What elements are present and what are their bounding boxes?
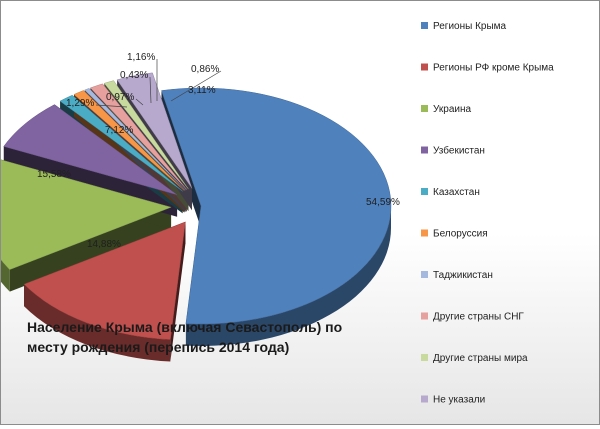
legend-label-8: Другие страны СНГ — [433, 312, 524, 323]
slice-3-side-start — [9, 207, 172, 292]
slice-1-top — [161, 87, 392, 325]
leader-line-5 — [95, 104, 128, 108]
legend-label-4: Узбекистан — [433, 145, 485, 157]
legend-label-5: Казахстан — [433, 187, 480, 198]
data-label-9: 0,86% — [191, 64, 219, 75]
legend-swatch-8 — [421, 312, 428, 320]
legend-label-9: Другие страны мира — [433, 353, 528, 364]
data-label-7: 0,43% — [120, 70, 148, 81]
slice-2-top — [23, 221, 186, 340]
data-label-1: 54,59% — [366, 197, 400, 208]
legend-label-3: Украина — [433, 104, 472, 115]
data-label-5: 1,29% — [66, 98, 94, 109]
data-label-6: 0,97% — [106, 92, 134, 103]
data-label-4: 7,12% — [105, 125, 133, 136]
slice-10-top — [116, 72, 193, 189]
legend-swatch-7 — [421, 271, 428, 278]
slice-6-top — [73, 90, 185, 191]
legend-label-10: Не указали — [433, 395, 485, 406]
slice-5-top — [59, 94, 183, 192]
legend-swatch-2 — [421, 63, 428, 71]
legend-swatch-10 — [421, 395, 428, 403]
legend-swatch-1 — [421, 22, 428, 29]
legend-label-7: Таджикистан — [433, 270, 493, 281]
legend-label-6: Белоруссия — [433, 229, 488, 240]
slice-4-top — [3, 104, 178, 196]
data-label-10: 3,11% — [188, 85, 216, 96]
legend-swatch-4 — [421, 146, 428, 154]
legend-swatch-6 — [421, 229, 428, 237]
slice-3-top — [0, 159, 172, 270]
legend: Регионы Крыма Регионы РФ кроме Крыма Украи… — [421, 21, 554, 406]
leader-line-6 — [135, 98, 144, 106]
legend-swatch-9 — [421, 354, 428, 361]
leader-line-9 — [170, 70, 222, 102]
slice-7-top — [84, 88, 186, 191]
slice-9-top — [103, 80, 189, 190]
data-label-3: 15,58% — [37, 169, 71, 180]
data-label-2: 14,88% — [87, 239, 121, 250]
slice-8-top — [89, 83, 187, 190]
legend-swatch-5 — [421, 188, 428, 195]
slice-2-side-start — [170, 221, 186, 362]
chart-title-line-1: Население Крыма (включая Севастополь) по — [27, 319, 342, 335]
leader-line-7 — [149, 76, 152, 104]
legend-label-1: Регионы Крыма — [433, 21, 507, 32]
slice-3-rim-0 — [0, 258, 10, 292]
pie-group: 54,59% 14,88% 15,58% 7,12% 1,29% 0,97% 0,43% 1,… — [0, 52, 400, 362]
slice-2-rim-0 — [24, 284, 171, 362]
legend-swatch-3 — [421, 105, 428, 112]
legend-label-2: Регионы РФ кроме Крыма — [433, 63, 554, 74]
chart-title-line-2: месту рождения (перепись 2014 года) — [27, 339, 289, 355]
chart-title: Население Крыма (включая Севастополь) по… — [27, 319, 342, 355]
data-label-8: 1,16% — [127, 52, 155, 63]
slice-1-rim-0 — [185, 206, 391, 346]
